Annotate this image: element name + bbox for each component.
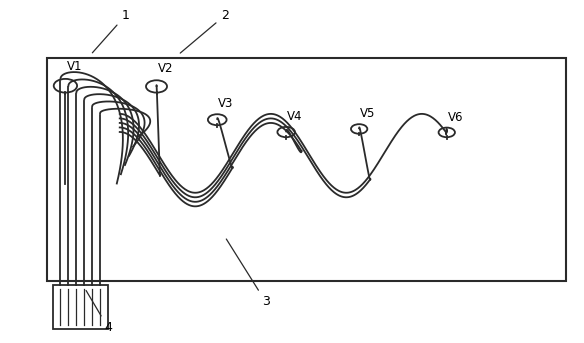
Text: 4: 4 — [86, 291, 112, 334]
Text: V3: V3 — [218, 97, 234, 110]
Text: V2: V2 — [158, 62, 173, 75]
Bar — [47, 58, 566, 281]
Text: V5: V5 — [360, 107, 376, 120]
Text: 2: 2 — [180, 9, 229, 53]
Text: V1: V1 — [67, 60, 82, 73]
Text: V4: V4 — [287, 110, 303, 123]
Bar — [53, 285, 108, 329]
Text: 1: 1 — [92, 9, 130, 53]
Text: V6: V6 — [447, 111, 463, 124]
Text: 3: 3 — [227, 239, 270, 308]
